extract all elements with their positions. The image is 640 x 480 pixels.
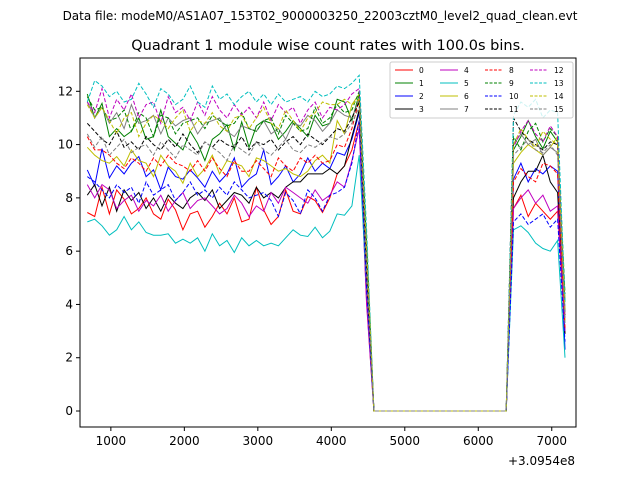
legend-label-10: 10 <box>509 92 519 101</box>
series-line-5 <box>87 155 566 412</box>
series-lines <box>86 74 566 412</box>
x-tick-label: 2000 <box>169 434 200 448</box>
y-tick-label: 6 <box>65 244 73 258</box>
plot-frame <box>79 57 577 428</box>
legend-label-3: 3 <box>419 105 424 114</box>
y-tick-label: 0 <box>65 404 73 418</box>
series-line-11 <box>86 101 566 412</box>
series-line-6 <box>86 92 566 412</box>
legend-label-12: 12 <box>554 66 564 75</box>
series-line-12 <box>86 86 566 412</box>
y-tick-label: 10 <box>58 138 73 152</box>
x-tick-label: 1000 <box>96 434 127 448</box>
y-tick-label: 4 <box>65 297 73 311</box>
legend-label-4: 4 <box>464 66 469 75</box>
x-tick-label: 7000 <box>536 434 567 448</box>
series-line-3 <box>86 109 566 412</box>
legend-label-13: 13 <box>554 79 564 88</box>
series-line-8 <box>86 99 566 412</box>
legend-label-1: 1 <box>419 79 424 88</box>
x-tick-label: 5000 <box>390 434 421 448</box>
legend-label-2: 2 <box>419 92 424 101</box>
legend-label-11: 11 <box>509 105 519 114</box>
y-tick-label: 8 <box>65 191 73 205</box>
legend-label-0: 0 <box>419 66 424 75</box>
series-line-15 <box>86 107 566 412</box>
x-tick-label: 6000 <box>463 434 494 448</box>
series-line-14 <box>86 98 566 412</box>
figure-suptitle: Data file: modeM0/AS1A07_153T02_90000032… <box>63 9 578 23</box>
series-line-7 <box>86 99 566 412</box>
legend-label-6: 6 <box>464 92 469 101</box>
series-line-1 <box>86 93 566 412</box>
legend-label-8: 8 <box>509 66 514 75</box>
legend-box <box>389 61 574 119</box>
series-line-9 <box>86 91 566 412</box>
legend-label-9: 9 <box>509 79 514 88</box>
legend-label-14: 14 <box>554 92 564 101</box>
x-tick-label: 3000 <box>243 434 274 448</box>
y-tick-label: 12 <box>58 84 73 98</box>
series-line-2 <box>86 112 566 412</box>
series-line-13 <box>86 74 566 412</box>
y-tick-label: 2 <box>65 351 73 365</box>
chart-title: Quadrant 1 module wise count rates with … <box>131 38 525 54</box>
x-tick-label: 4000 <box>316 434 347 448</box>
legend-label-15: 15 <box>554 105 564 114</box>
legend-label-7: 7 <box>464 105 469 114</box>
legend-label-5: 5 <box>464 79 469 88</box>
x-offset-label: +3.0954e8 <box>508 454 575 468</box>
